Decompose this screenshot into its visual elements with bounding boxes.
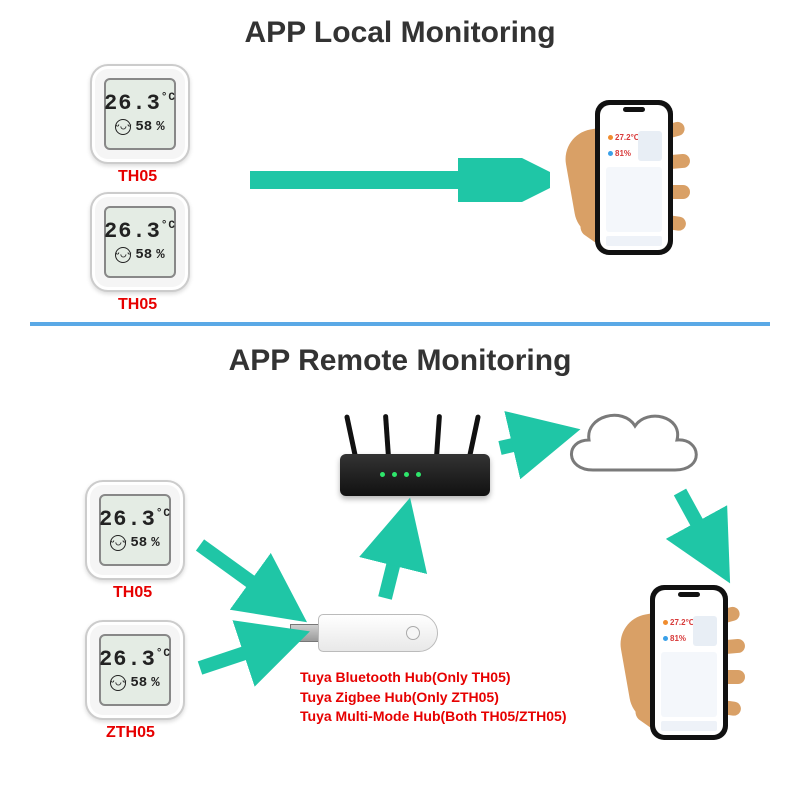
phone-in-hand: 27.2°C 81% — [570, 95, 700, 265]
sensor-temp-unit: °C — [156, 648, 171, 660]
phone-temp-reading: 27.2°C — [670, 618, 695, 627]
wifi-router — [330, 394, 500, 514]
sensor-device: 26.3°C ᵕ◡ᵕ 58% — [90, 192, 190, 292]
usb-hub-dongle — [290, 608, 450, 658]
comfort-face-icon: ᵕ◡ᵕ — [115, 247, 131, 263]
phone-in-hand: 27.2°C 81% — [625, 580, 755, 750]
phone-hum-reading: 81% — [615, 149, 631, 158]
comfort-face-icon: ᵕ◡ᵕ — [115, 119, 131, 135]
sensor-humidity: 58 — [135, 119, 152, 135]
phone-hum-reading: 81% — [670, 634, 686, 643]
sensor-temp-unit: °C — [161, 92, 176, 104]
hub-note-line: Tuya Bluetooth Hub(Only TH05) — [300, 668, 567, 688]
sensor-hum-unit: % — [156, 247, 164, 263]
sensor-temperature: 26.3 — [99, 507, 156, 532]
hub-compatibility-notes: Tuya Bluetooth Hub(Only TH05) Tuya Zigbe… — [300, 668, 567, 727]
comfort-face-icon: ᵕ◡ᵕ — [110, 675, 126, 691]
sensor-label: TH05 — [113, 584, 152, 602]
sensor-device: 26.3°C ᵕ◡ᵕ 58% — [85, 620, 185, 720]
sensor-hum-unit: % — [151, 535, 159, 551]
sensor-humidity: 58 — [135, 247, 152, 263]
hub-note-line: Tuya Zigbee Hub(Only ZTH05) — [300, 688, 567, 708]
sensor-device: 26.3°C ᵕ◡ᵕ 58% — [90, 64, 190, 164]
sensor-label: ZTH05 — [106, 724, 155, 742]
cloud-icon — [555, 398, 705, 493]
section-divider — [30, 322, 770, 326]
phone-temp-reading: 27.2°C — [615, 133, 640, 142]
smartphone-icon: 27.2°C 81% — [650, 585, 728, 740]
title-local-monitoring: APP Local Monitoring — [244, 16, 555, 50]
sensor-temperature: 26.3 — [104, 91, 161, 116]
hub-note-line: Tuya Multi-Mode Hub(Both TH05/ZTH05) — [300, 707, 567, 727]
sensor-device: 26.3°C ᵕ◡ᵕ 58% — [85, 480, 185, 580]
arrow-local-to-phone — [250, 158, 550, 202]
sensor-label: TH05 — [118, 168, 157, 186]
title-remote-monitoring: APP Remote Monitoring — [229, 344, 572, 378]
sensor-hum-unit: % — [156, 119, 164, 135]
sensor-temperature: 26.3 — [99, 647, 156, 672]
sensor-temp-unit: °C — [161, 220, 176, 232]
sensor-label: TH05 — [118, 296, 157, 314]
sensor-temp-unit: °C — [156, 508, 171, 520]
sensor-temperature: 26.3 — [104, 219, 161, 244]
smartphone-icon: 27.2°C 81% — [595, 100, 673, 255]
sensor-humidity: 58 — [130, 535, 147, 551]
sensor-hum-unit: % — [151, 675, 159, 691]
comfort-face-icon: ᵕ◡ᵕ — [110, 535, 126, 551]
sensor-humidity: 58 — [130, 675, 147, 691]
